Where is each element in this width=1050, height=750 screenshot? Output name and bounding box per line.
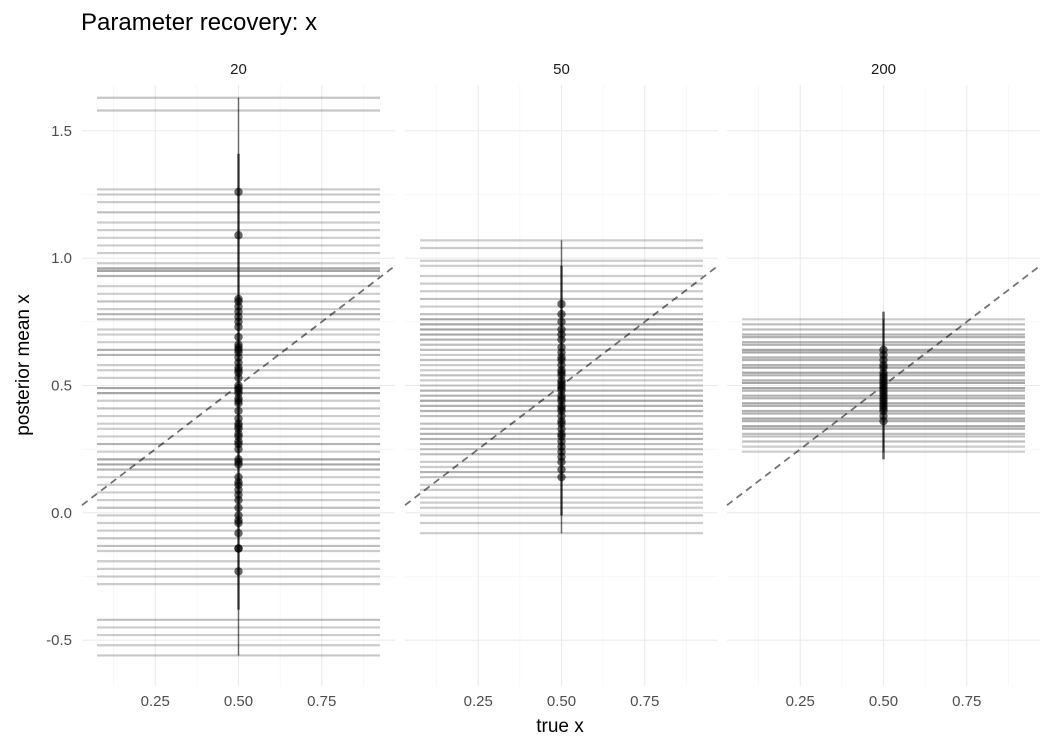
- data-point: [234, 399, 243, 408]
- panel-200: 200 0.25 0.50 0.75: [726, 61, 1041, 710]
- data-point: [234, 460, 243, 469]
- y-axis-title: posterior mean x: [13, 294, 34, 436]
- data-point: [234, 322, 243, 332]
- panel-20: 20 0.25 0.50 0.75: [81, 61, 396, 710]
- x-axis-title: true x: [536, 716, 584, 737]
- data-point: [557, 465, 566, 474]
- chart-title: Parameter recovery: x: [81, 9, 317, 36]
- x-tick-label: 0.50: [869, 693, 898, 710]
- data-point: [557, 299, 566, 309]
- y-axis: -0.5 0.0 0.5 1.0 1.5: [46, 123, 72, 649]
- data-point: [234, 567, 243, 576]
- panel-strip-label: 20: [230, 61, 247, 78]
- data-point: [234, 231, 243, 240]
- panel-strip-label: 200: [871, 61, 896, 78]
- y-tick-label: 0.0: [51, 505, 72, 522]
- data-point: [234, 544, 243, 553]
- data-point: [234, 518, 243, 528]
- x-tick-label: 0.25: [786, 693, 815, 710]
- data-point: [879, 416, 888, 426]
- panel-50: 50 0.25 0.50 0.75: [404, 61, 719, 710]
- x-tick-label: 0.50: [547, 693, 576, 710]
- data-point: [557, 317, 566, 327]
- data-point: [557, 472, 566, 482]
- x-tick-label: 0.75: [952, 693, 981, 710]
- x-tick-label: 0.75: [307, 693, 336, 710]
- data-point: [557, 335, 566, 344]
- x-tick-label: 0.50: [224, 693, 253, 710]
- y-tick-label: -0.5: [46, 632, 72, 649]
- data-point: [234, 444, 243, 454]
- data-point: [234, 373, 243, 383]
- data-point: [234, 332, 243, 342]
- y-tick-label: 1.5: [51, 123, 72, 140]
- data-point: [234, 503, 243, 512]
- x-tick-label: 0.25: [141, 693, 170, 710]
- y-tick-label: 0.5: [51, 378, 72, 395]
- y-tick-label: 1.0: [51, 250, 72, 267]
- data-point: [234, 187, 243, 197]
- data-point: [557, 457, 566, 467]
- facet-panels: 20 0.25 0.50 0.75 50 0.25 0.50 0.75 200 0.25 0.50 0…: [81, 61, 1041, 710]
- data-point: [557, 309, 566, 319]
- data-point: [234, 495, 243, 505]
- x-tick-label: 0.25: [464, 693, 493, 710]
- x-tick-label: 0.75: [630, 693, 659, 710]
- panel-strip-label: 50: [553, 61, 570, 78]
- data-point: [234, 529, 243, 538]
- data-point: [234, 406, 243, 416]
